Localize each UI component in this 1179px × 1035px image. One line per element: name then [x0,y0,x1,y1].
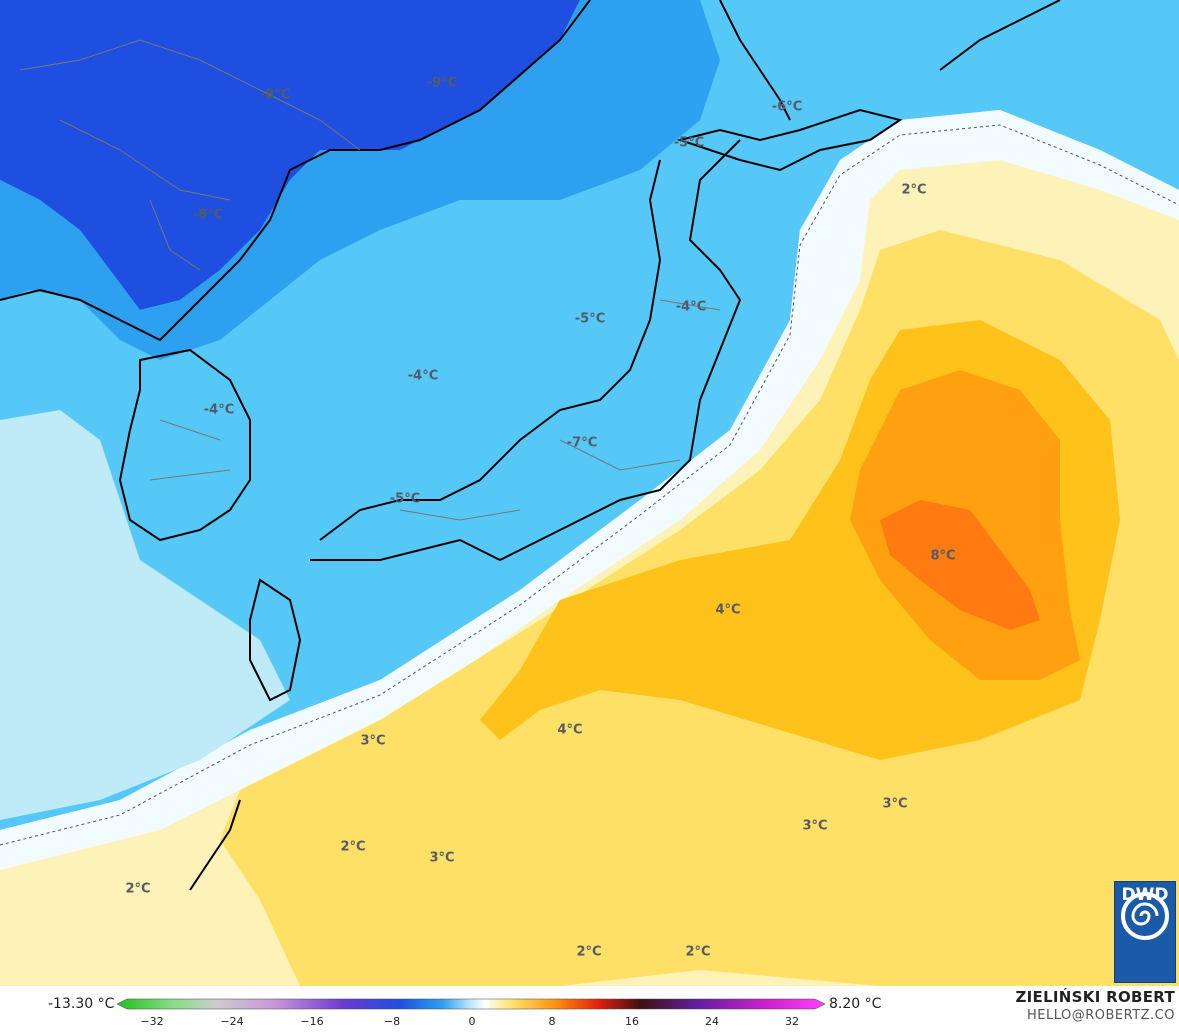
temperature-label: -4°C [676,300,706,315]
temperature-label: -6°C [772,100,802,115]
temperature-label: -5°C [575,312,605,327]
temperature-label: -4°C [408,369,438,384]
isotherm-line [0,124,1179,846]
temperature-label: 2°C [901,183,926,198]
temperature-label: 3°C [360,734,385,749]
scale-tick: 32 [785,1015,799,1028]
temperature-label: 2°C [340,840,365,855]
color-scale-bar: −32 −24 −16 −8 0 8 16 24 32 [116,998,826,1028]
cold-zone-mid-blue [0,0,720,360]
temperature-label: -9°C [427,76,457,91]
scale-tick: −8 [384,1015,400,1028]
scale-tick: −24 [220,1015,243,1028]
temperature-label: 8°C [930,549,955,564]
warm-zone-dark-orange [880,500,1040,630]
temperature-label: -7°C [567,436,597,451]
scale-tick: 16 [625,1015,639,1028]
temperature-label: 2°C [576,945,601,960]
temperature-label: -8°C [193,208,223,223]
scale-ticks: −32 −24 −16 −8 0 8 16 24 32 [140,1015,799,1028]
temperature-label: -5°C [390,492,420,507]
dwd-swirl-icon [1121,892,1169,940]
max-temperature-label: 8.20 °C [829,996,882,1012]
scale-tick: 24 [705,1015,719,1028]
temperature-label: 2°C [685,945,710,960]
temperature-label: -8°C [260,88,290,103]
coastlines [0,0,1061,891]
temperature-label: -5°C [674,136,704,151]
temperature-label: 3°C [429,851,454,866]
dwd-logo: DWD [1114,881,1176,983]
min-temperature-label: -13.30 °C [48,996,115,1012]
scale-tick: 8 [549,1015,556,1028]
temperature-label: 3°C [802,819,827,834]
scale-tick: −32 [140,1015,163,1028]
scale-gradient [116,998,826,1010]
author-name: ZIELIŃSKI ROBERT [1015,988,1175,1006]
cold-zone-deep-blue [0,0,580,310]
map-canvas: -9°C -8°C -8°C -6°C -5°C 2°C -5°C -4°C -… [0,0,1179,986]
cold-zone-pale-blue [0,410,290,820]
footer: -13.30 °C −3 [0,986,1179,1035]
author-email: HELLO@ROBERTZ.CO [1026,1008,1175,1023]
temperature-label: 4°C [715,603,740,618]
temperature-label: 3°C [882,797,907,812]
temperature-map: -9°C -8°C -8°C -6°C -5°C 2°C -5°C -4°C -… [0,0,1179,986]
temperature-labels: -9°C -8°C -8°C -6°C -5°C 2°C -5°C -4°C -… [125,76,955,960]
temperature-label: 2°C [125,882,150,897]
temperature-label: -4°C [204,403,234,418]
admin-borders [19,39,721,521]
scale-tick: 0 [469,1015,476,1028]
temperature-label: 4°C [557,723,582,738]
scale-tick: −16 [300,1015,323,1028]
credits: ZIELIŃSKI ROBERT HELLO@ROBERTZ.CO [1015,988,1175,1023]
